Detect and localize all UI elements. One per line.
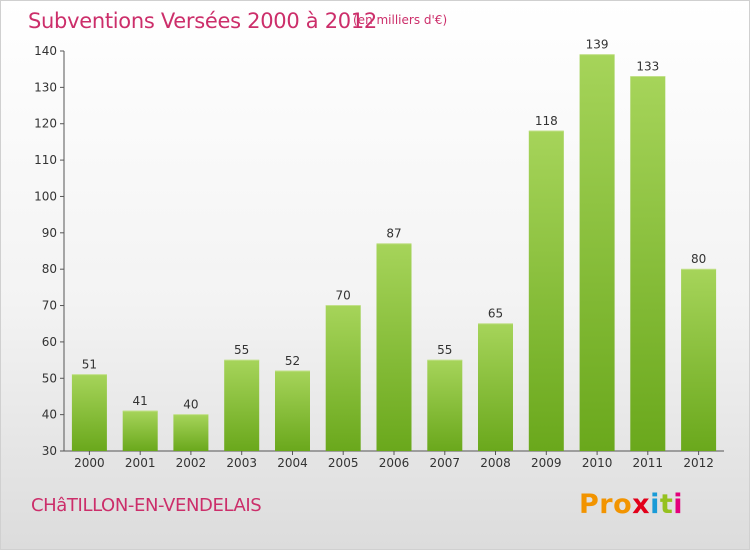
y-tick-label: 140 — [34, 44, 57, 58]
logo-part: i — [673, 489, 684, 520]
x-tick-label: 2011 — [633, 456, 664, 470]
x-tick-label: 2002 — [176, 456, 207, 470]
bar-value-label: 41 — [133, 394, 148, 408]
logo-part: x — [632, 489, 651, 520]
proxiti-logo[interactable]: Proxiti — [579, 489, 683, 520]
x-tick-label: 2001 — [125, 456, 156, 470]
chart-axes: 30 40 50 60 70 80 90 100 110 120 130 140 2000 2001 200… — [34, 44, 724, 470]
chart-bars — [71, 54, 717, 451]
x-tick-label: 2000 — [74, 456, 105, 470]
x-tick-label: 2009 — [531, 456, 562, 470]
bar — [528, 131, 564, 451]
y-tick-label: 130 — [34, 80, 57, 94]
x-tick-label: 2008 — [480, 456, 511, 470]
y-tick-label: 90 — [42, 226, 57, 240]
bar-value-label: 133 — [636, 60, 659, 74]
x-tick-label: 2003 — [226, 456, 257, 470]
bar — [325, 305, 361, 451]
y-tick-label: 60 — [42, 335, 57, 349]
y-tick-label: 50 — [42, 371, 57, 385]
x-tick-label: 2012 — [683, 456, 714, 470]
bar-value-label: 80 — [691, 252, 706, 266]
x-tick-label: 2004 — [277, 456, 308, 470]
logo-part: t — [659, 489, 674, 520]
bar — [71, 374, 107, 451]
y-tick-label: 100 — [34, 189, 57, 203]
y-tick-label: 110 — [34, 153, 57, 167]
bar-value-label: 55 — [437, 343, 452, 357]
bar-value-label: 70 — [336, 289, 351, 303]
y-tick-label: 40 — [42, 408, 57, 422]
bar-value-label: 139 — [586, 38, 609, 52]
bar — [478, 323, 513, 451]
bar-value-label: 52 — [285, 354, 300, 368]
bar — [173, 414, 209, 451]
bar — [275, 371, 310, 451]
x-tick-label: 2007 — [430, 456, 461, 470]
x-tick-label: 2010 — [582, 456, 613, 470]
bar — [122, 411, 158, 451]
y-tick-label: 70 — [42, 299, 57, 313]
chart-unit-label: (en milliers d'€) — [353, 13, 448, 27]
bar — [427, 360, 463, 451]
bar — [579, 54, 615, 451]
bar — [224, 360, 260, 451]
chart-title: Subventions Versées 2000 à 2012 — [28, 9, 377, 33]
y-tick-label: 30 — [42, 444, 57, 458]
bar-value-label: 51 — [82, 358, 97, 372]
bar — [681, 269, 717, 451]
commune-name: CHâTILLON-EN-VENDELAIS — [31, 495, 262, 516]
logo-part: Pro — [579, 489, 633, 520]
bar — [376, 243, 412, 451]
bar-value-label: 40 — [183, 398, 198, 412]
bar-value-label: 65 — [488, 307, 503, 321]
x-tick-label: 2006 — [379, 456, 410, 470]
bar-value-label: 55 — [234, 343, 249, 357]
chart-value-labels: 51 41 40 55 52 70 87 55 65 118 139 133 80 — [82, 38, 706, 412]
bar-value-label: 118 — [535, 114, 558, 128]
bar — [630, 76, 666, 451]
x-tick-label: 2005 — [328, 456, 359, 470]
y-tick-label: 120 — [34, 117, 57, 131]
bar-value-label: 87 — [386, 227, 401, 241]
logo-part: i — [650, 489, 660, 520]
y-tick-label: 80 — [42, 262, 57, 276]
